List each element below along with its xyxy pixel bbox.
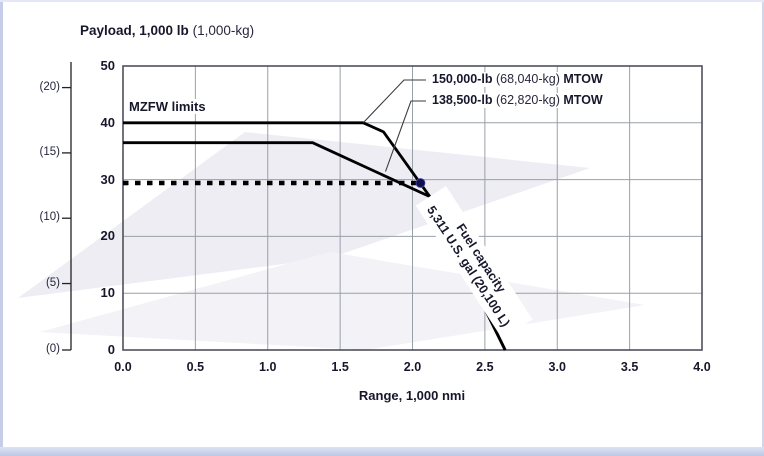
y-tick-label-lb: 10 <box>100 285 115 301</box>
mtow-annotation-138500: 138,500-lb (62,820-kg) MTOW <box>429 93 606 108</box>
plot-border <box>122 65 703 351</box>
x-tick-label: 2.5 <box>476 360 494 374</box>
mtow2-suffix: MTOW <box>563 93 603 107</box>
mtow-annotation-150000: 150,000-lb (68,040-kg) MTOW <box>429 72 606 87</box>
design-point-marker <box>415 178 426 188</box>
mtow2-weight-kg: (62,820-kg) <box>495 93 560 107</box>
y-tick-label-kg: (0) <box>45 343 60 355</box>
frame-border-right <box>762 0 764 456</box>
x-tick-label: 1.5 <box>331 360 349 374</box>
mtow1-suffix: MTOW <box>563 72 603 86</box>
frame-border-left <box>0 0 3 456</box>
annotation-leader-line <box>363 79 426 123</box>
frame-border-bottom <box>0 447 764 456</box>
x-tick-label: 3.5 <box>620 360 639 374</box>
y-tick-label-lb: 30 <box>100 171 115 187</box>
y-tick-label-kg: (5) <box>45 276 60 289</box>
x-tick-label: 2.0 <box>403 360 422 374</box>
x-tick-label: 3.0 <box>548 360 566 374</box>
mtow1-weight-lb: 150,000-lb <box>432 72 493 86</box>
chart-title-units: (1,000-kg) <box>192 23 255 38</box>
x-axis-title: Range, 1,000 nmi <box>358 388 466 403</box>
annotation-leader-line <box>384 100 426 172</box>
aircraft-watermark-wing <box>18 132 590 298</box>
y-tick-label-lb: 40 <box>100 114 115 130</box>
mtow1-weight-kg: (68,040-kg) <box>495 72 560 86</box>
x-tick-label: 0.5 <box>186 360 205 374</box>
y-tick-label-lb: 0 <box>107 342 115 357</box>
y-tick-label-lb: 20 <box>100 228 115 244</box>
chart-title: Payload, 1,000 lb (1,000-kg) <box>80 23 254 38</box>
x-tick-label: 1.0 <box>259 360 277 374</box>
x-tick-label: 4.0 <box>693 360 711 374</box>
chart-title-main: Payload, 1,000 lb <box>80 23 189 38</box>
frame-border-top <box>0 0 764 2</box>
mzfw-limits-label: MZFW limits <box>127 99 208 114</box>
y-tick-label-kg: (15) <box>39 145 60 158</box>
y-tick-label-lb: 50 <box>100 58 115 73</box>
y-tick-label-kg: (10) <box>39 211 60 224</box>
y-tick-label-kg: (20) <box>39 80 60 93</box>
mtow2-weight-lb: 138,500-lb <box>432 93 493 107</box>
x-tick-label: 0.0 <box>114 360 132 374</box>
